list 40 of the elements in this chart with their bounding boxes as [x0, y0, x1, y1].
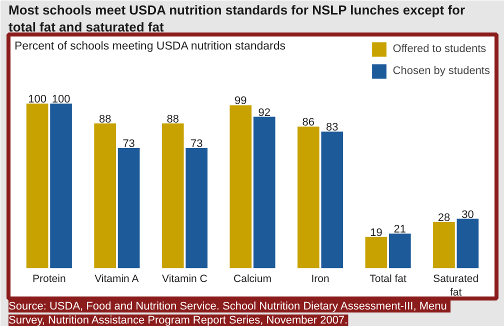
source-note: Source: USDA, Food and Nutrition Service. School Nutrition Dietary Assessment-III, Menu Survey, Nutrition Assistance Program Report Series, November 2007.	[8, 300, 447, 326]
bar	[253, 116, 276, 268]
bar	[365, 236, 388, 268]
data-label: 86	[302, 116, 315, 129]
data-label: 92	[258, 106, 270, 119]
data-label: 83	[326, 122, 338, 134]
x-tick-label: Vitamin C	[162, 273, 208, 286]
data-label: 88	[98, 113, 112, 126]
data-label: 100	[28, 94, 46, 106]
bar	[26, 104, 48, 268]
legend-label: Offered to students	[392, 43, 486, 55]
x-tick-label: Calcium	[234, 273, 272, 286]
bar	[456, 218, 479, 268]
bar	[298, 126, 320, 268]
data-label: 73	[122, 138, 135, 150]
data-label: 100	[52, 94, 70, 106]
chart-title: Most schools meet USDA nutrition standards for NSLP lunches except for total fat and saturated fat	[8, 2, 466, 34]
bar	[321, 132, 344, 268]
x-tick-label: Iron	[311, 273, 330, 286]
data-label: 99	[234, 95, 247, 108]
data-label: 28	[438, 212, 450, 224]
bar	[433, 222, 455, 268]
data-label: 30	[462, 208, 474, 221]
x-tick-label: Saturated fat	[433, 273, 479, 298]
data-label: 73	[190, 138, 203, 150]
bar	[230, 105, 252, 268]
data-label: 88	[166, 113, 179, 126]
data-label: 19	[370, 226, 382, 239]
x-tick-label: Protein	[32, 273, 66, 286]
bar	[162, 123, 184, 268]
bar	[186, 148, 208, 268]
x-tick-label: Vitamin A	[94, 273, 139, 286]
x-tick-label: Total fat	[370, 273, 407, 286]
bar	[94, 123, 116, 268]
data-label: 21	[394, 224, 406, 236]
bar	[389, 234, 411, 268]
y-axis-title: Percent of schools meeting USDA nutrition standards	[14, 40, 286, 52]
bar	[118, 148, 140, 268]
bar	[50, 104, 72, 268]
legend-label: Chosen by students	[392, 65, 490, 77]
